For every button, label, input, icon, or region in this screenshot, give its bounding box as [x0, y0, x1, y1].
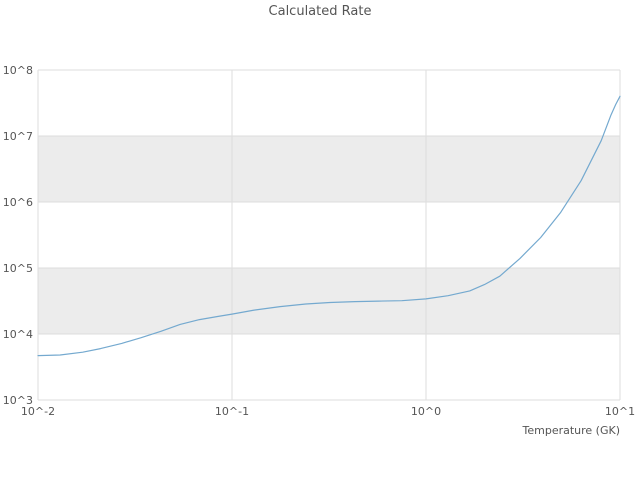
y-tick-label: 10^4: [3, 328, 33, 341]
plot-band: [38, 268, 620, 334]
x-tick-label: 10^0: [411, 405, 441, 418]
x-tick-label: 10^-2: [21, 405, 55, 418]
y-tick-label: 10^3: [3, 394, 33, 407]
y-tick-label: 10^7: [3, 130, 33, 143]
chart-title: Calculated Rate: [268, 4, 372, 19]
y-tick-label: 10^8: [3, 64, 33, 77]
series-line-calculated-rate: [37, 95, 621, 357]
x-tick-label: 10^1: [605, 405, 635, 418]
x-axis-label: Temperature (GK): [522, 424, 621, 437]
y-tick-label: 10^6: [3, 196, 33, 209]
x-tick-label: 10^-1: [215, 405, 249, 418]
plot-band: [38, 136, 620, 202]
y-tick-label: 10^5: [3, 262, 33, 275]
